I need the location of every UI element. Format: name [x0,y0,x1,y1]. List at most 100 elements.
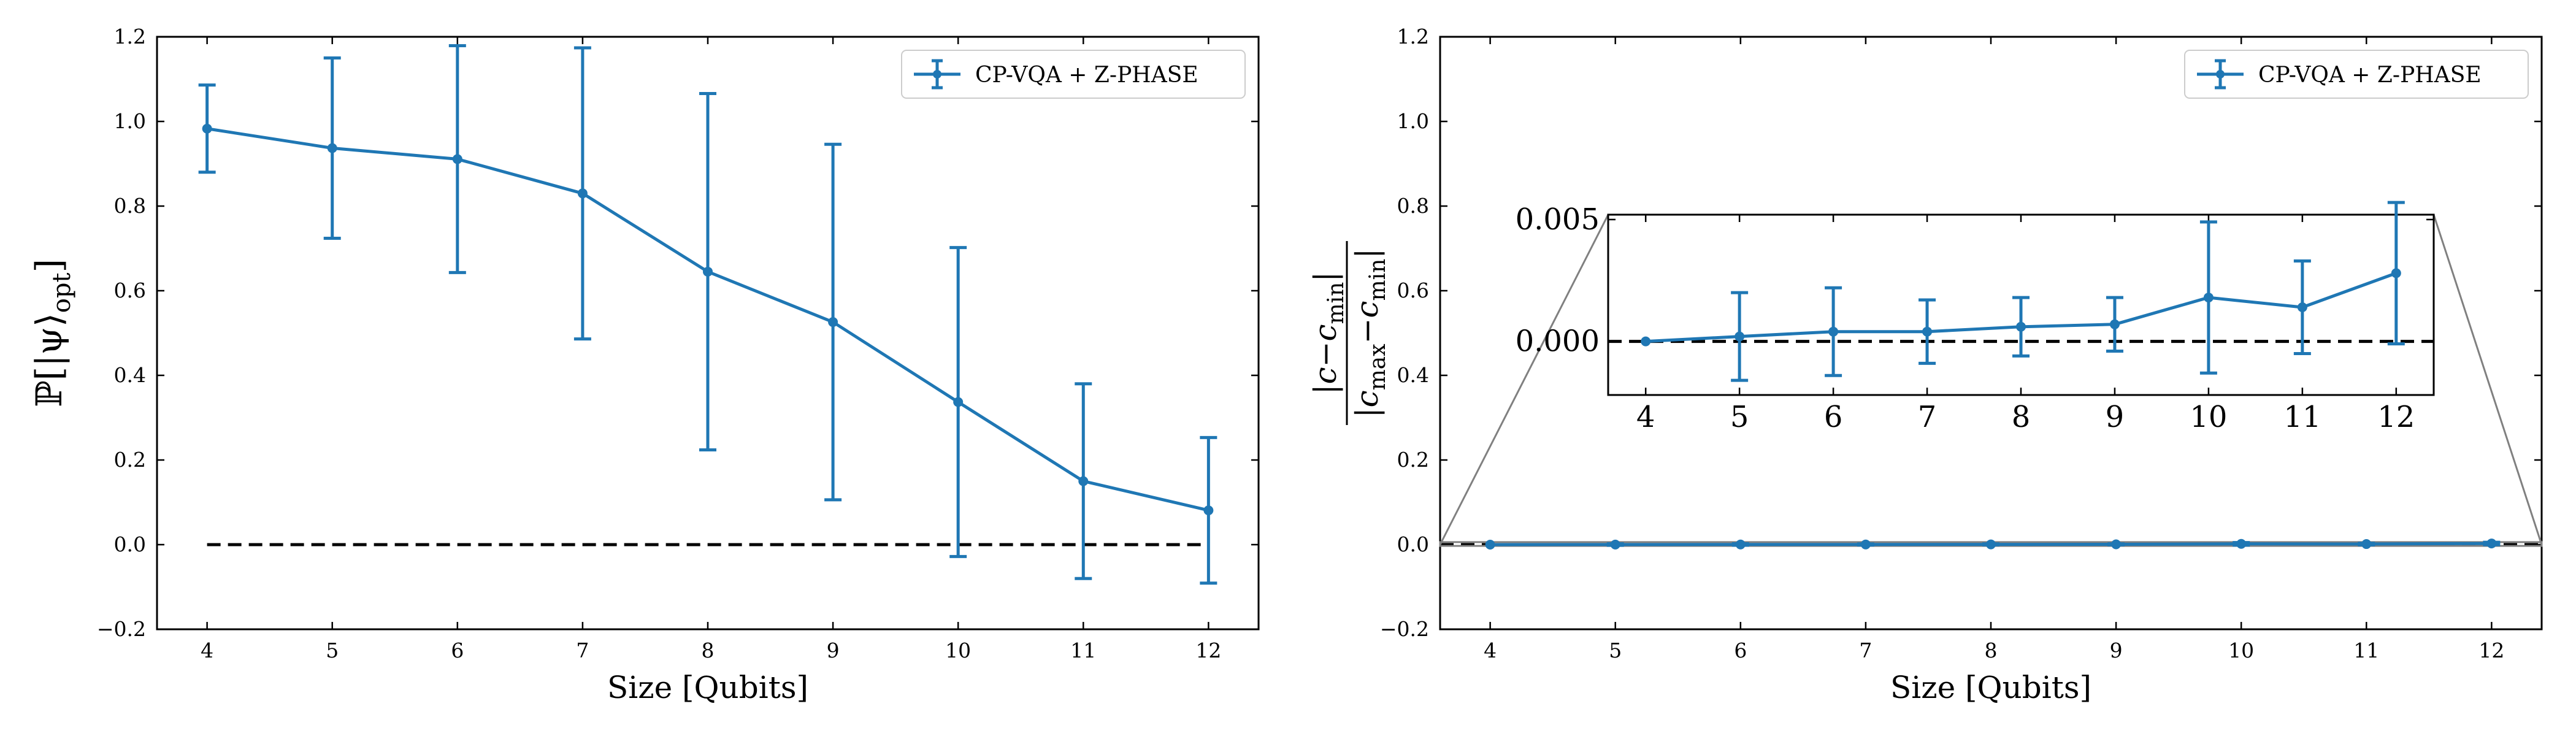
legend-marker-swatch [2216,70,2225,79]
right-data-point [1735,539,1746,550]
left-data-point [828,317,838,328]
inset-y-tick-label: 0.005 [1516,202,1600,237]
y-tick-label: 0.4 [1397,363,1429,387]
right-data-point [2236,539,2247,549]
legend-box [901,50,1246,99]
y-axis-label: |c−cmin||cmax−cmin| [1308,241,1390,425]
left-data-point [577,188,588,199]
x-tick-label: 8 [702,638,715,662]
y-tick-label: 1.0 [1397,109,1429,133]
x-tick-label: 6 [1734,638,1747,662]
y-axis-label-denominator-mid: −c [1349,301,1385,344]
y-axis-label-denominator-sub1: max [1365,343,1390,390]
inset-x-tick-label: 12 [2377,400,2415,434]
x-tick-label: 5 [326,638,339,662]
x-tick-label: 6 [451,638,464,662]
y-axis-label-denominator-sub2: min [1365,259,1390,301]
right-data-point [1610,539,1620,550]
left-data-point [327,143,337,153]
y-axis-label-subscript: opt [48,272,76,313]
y-axis-label-main: ℙ[|ψ⟩ [28,313,70,407]
inset-x-tick-label: 5 [1730,400,1749,434]
inset-panel: 4 5 6 7 8 9 10 11 12 0.000 0.005 [1439,201,2543,545]
inset-data-point [1922,326,1933,337]
inset-y-tick-label: 0.000 [1516,324,1600,359]
x-tick-label: 10 [2228,638,2254,662]
legend-box [2184,50,2529,99]
right-data-point [2361,539,2372,550]
y-tick-label: −0.2 [97,617,146,641]
inset-data-point [2203,293,2214,303]
y-tick-label: 0.6 [114,278,146,302]
right-data-point [2486,539,2497,549]
y-tick-label: −0.2 [1380,617,1429,641]
y-tick-label: 0.4 [114,363,146,387]
x-axis-label: Size [Qubits] [1890,670,2091,705]
left-data-point [1203,505,1214,516]
y-tick-label: 1.0 [114,109,146,133]
right-data-point [2111,539,2122,550]
y-axis-label-denominator: |cmax−cmin| [1349,248,1390,418]
inset-x-tick-label: 9 [2106,400,2125,434]
left-data-point [202,123,212,134]
left-data-point [452,154,462,164]
x-tick-label: 11 [2353,638,2379,662]
y-axis-label-numerator-main: |c−c [1308,324,1343,394]
zoom-connector-line [2432,214,2543,545]
x-tick-label: 10 [945,638,971,662]
x-tick-label: 7 [576,638,589,662]
inset-data-point [1735,331,1745,342]
inset-x-tick-label: 11 [2283,400,2321,434]
inset-data-point [2016,321,2026,332]
inset-x-tick-label: 7 [1918,400,1937,434]
x-tick-label: 5 [1609,638,1622,662]
y-tick-label: 0.2 [114,448,146,472]
x-tick-label: 8 [1985,638,1998,662]
x-tick-label: 4 [1484,638,1497,662]
x-tick-label: 9 [827,638,840,662]
y-axis-label-denominator-main: |c [1349,390,1385,418]
inset-data-point [2297,302,2307,312]
inset-data-point [1641,336,1651,347]
y-axis-label-denominator-close: | [1349,248,1385,259]
inset-x-tick-label: 8 [2012,400,2031,434]
inset-x-tick-label: 6 [1824,400,1843,434]
legend-marker-swatch [933,70,941,79]
inset-data-point [2109,319,2120,329]
y-axis-label-numerator-close: | [1308,272,1343,282]
y-tick-label: 0.0 [1397,532,1429,556]
legend-label: CP-VQA + Z-PHASE [2258,63,2482,88]
y-axis-label-close: ] [28,259,70,273]
right-data-point [1485,540,1495,550]
x-tick-label: 11 [1070,638,1096,662]
inset-data-point [2391,268,2401,278]
y-tick-label: 0.0 [114,532,146,556]
right-data-point [1860,539,1871,550]
x-tick-label: 12 [1195,638,1221,662]
right-chart-panel: 4 5 6 7 8 9 10 11 12 −0.2 0.0 0.2 0.4 0.6 0.8 1.0 1.2 Siz… [1308,25,2543,705]
left-data-point [1078,476,1089,486]
y-axis-label: ℙ[|ψ⟩opt] [28,259,76,407]
y-tick-label: 0.2 [1397,448,1429,472]
left-data-point [953,397,964,407]
inset-data-point [1828,326,1839,337]
x-axis-label: Size [Qubits] [607,670,808,705]
left-chart-panel: 4 5 6 7 8 9 10 11 12 −0.2 0.0 0.2 0.4 0.6 0.8 1.0 1.2 Siz… [28,25,1260,705]
y-tick-label: 0.8 [1397,194,1429,218]
right-data-point [1986,539,1996,550]
y-tick-label: 0.8 [114,194,146,218]
y-tick-label: 1.2 [114,25,146,48]
x-tick-label: 4 [201,638,213,662]
legend-label: CP-VQA + Z-PHASE [975,63,1198,88]
y-tick-label: 0.6 [1397,278,1429,302]
x-tick-label: 9 [2110,638,2123,662]
inset-x-tick-label: 4 [1636,400,1655,434]
x-tick-label: 12 [2478,638,2504,662]
x-tick-label: 7 [1859,638,1872,662]
inset-x-tick-label: 10 [2190,400,2227,434]
y-axis-label-numerator-sub: min [1324,282,1349,324]
left-data-point [703,266,713,277]
zoom-connector-line [1439,214,1609,545]
y-tick-label: 1.2 [1397,25,1429,48]
